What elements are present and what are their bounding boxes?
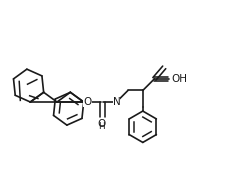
Text: N: N (112, 97, 120, 107)
Text: OH: OH (171, 74, 187, 84)
Text: H: H (98, 122, 105, 131)
Text: O: O (97, 119, 106, 129)
Text: O: O (84, 97, 92, 107)
